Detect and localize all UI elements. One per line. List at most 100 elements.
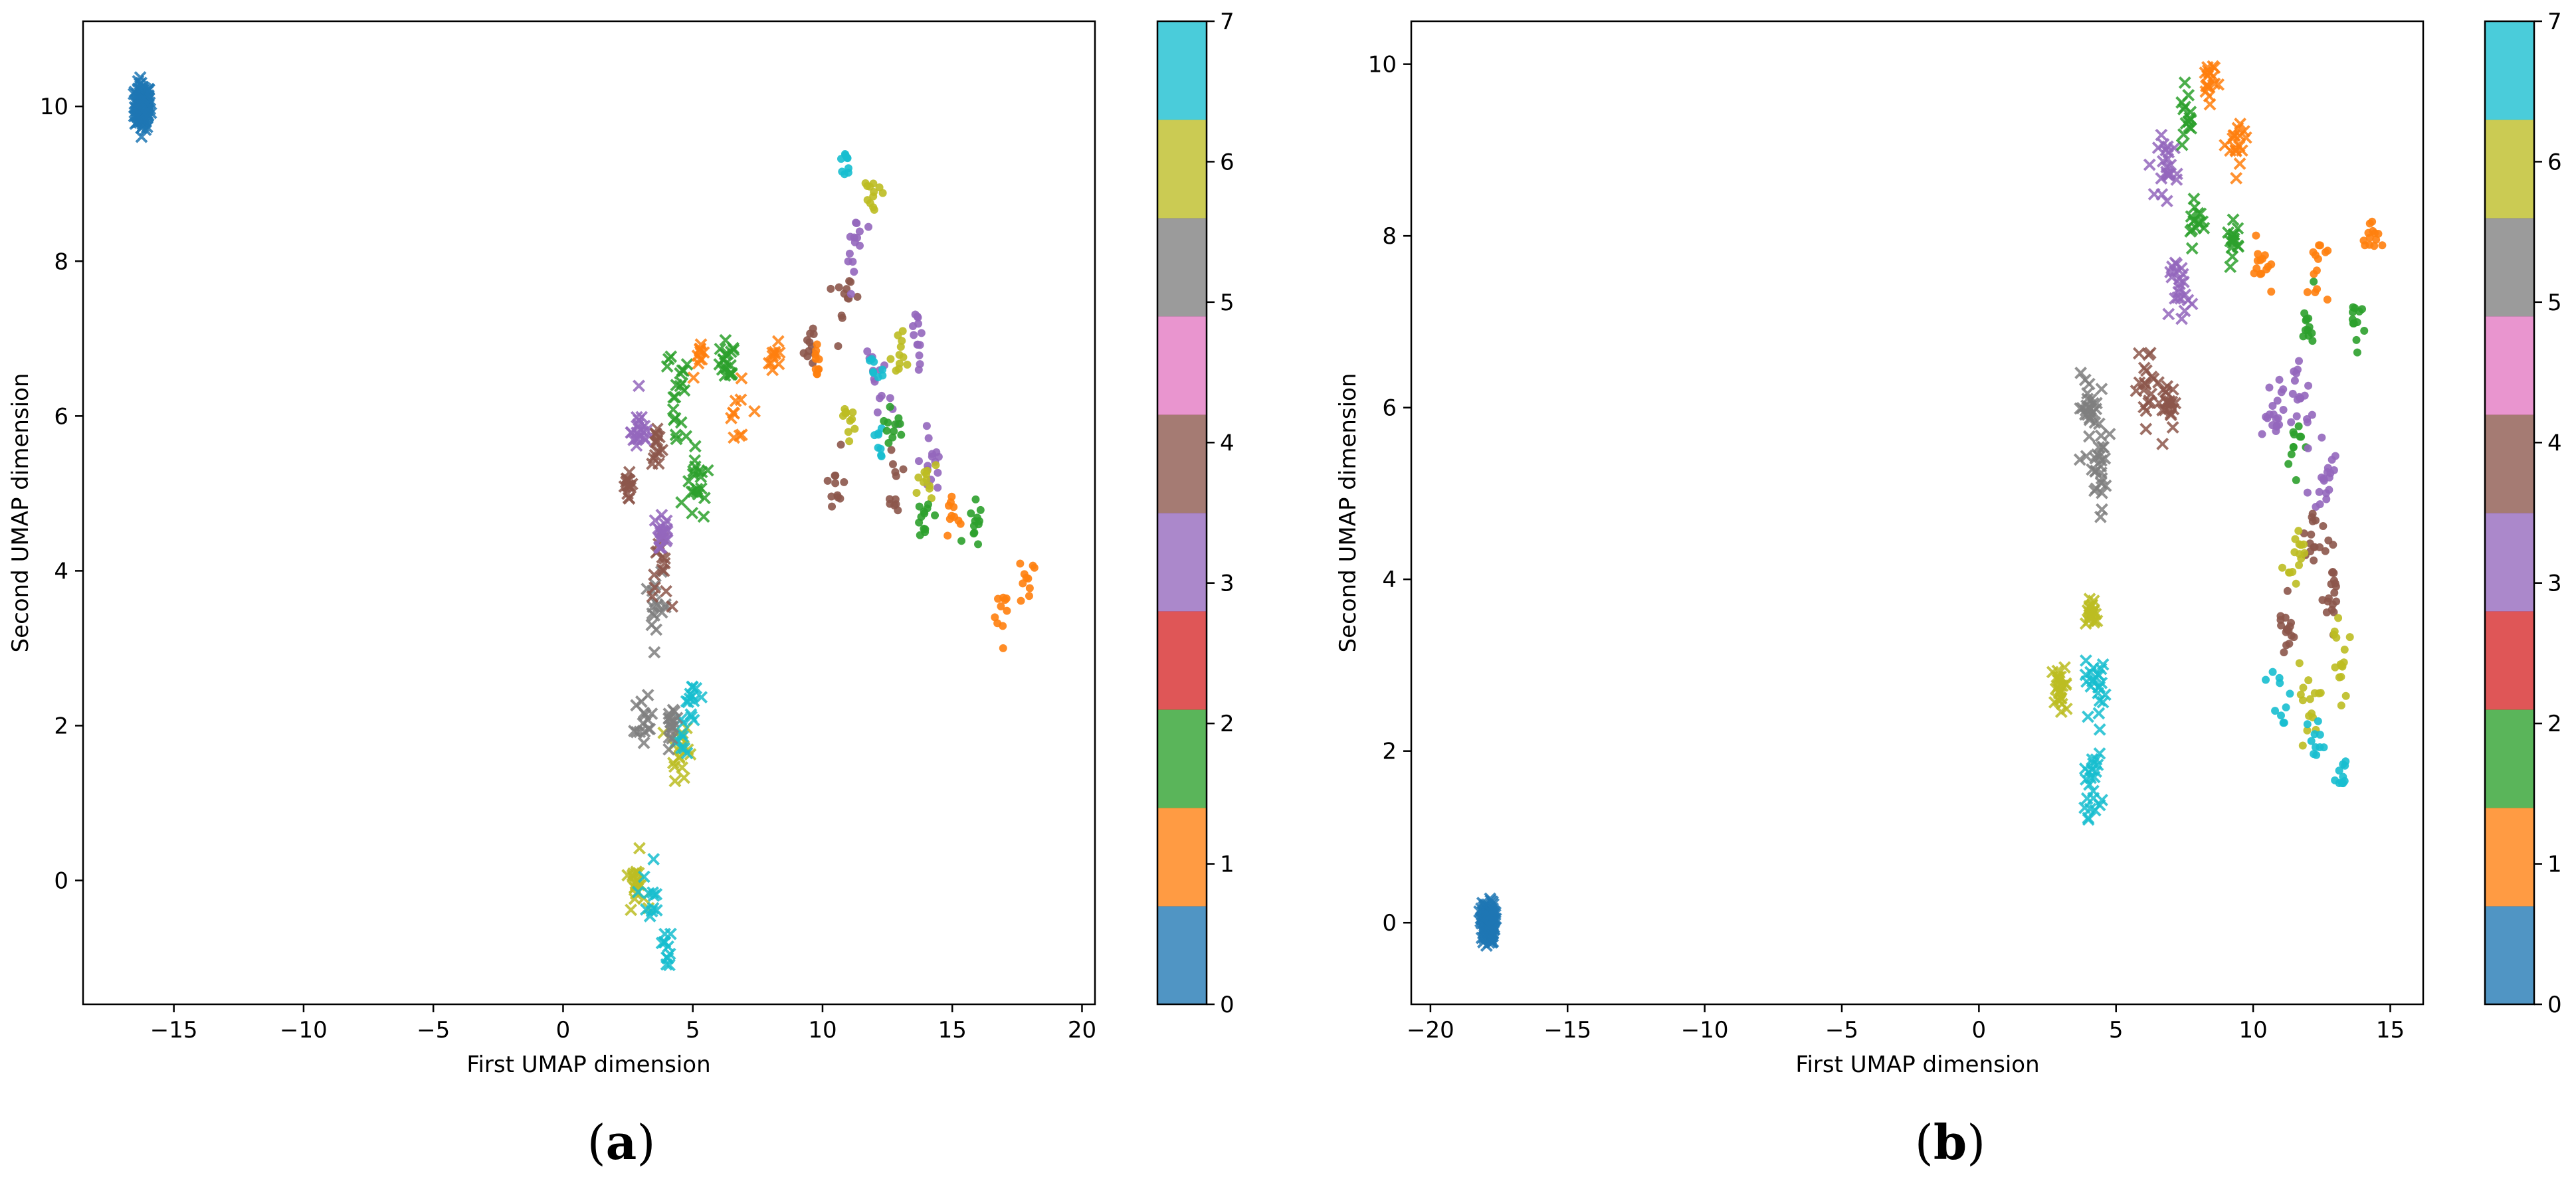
data-point-dot	[2310, 278, 2318, 286]
cross-stroke	[2142, 348, 2155, 361]
data-point-dot	[2321, 547, 2329, 555]
cross-stroke	[2073, 453, 2086, 466]
cross-stroke	[647, 853, 660, 865]
data-point-cross	[2088, 804, 2102, 817]
cross-stroke	[650, 623, 663, 636]
data-point-cross	[734, 393, 747, 407]
data-point-dot	[999, 644, 1007, 652]
data-point-dot	[844, 428, 852, 436]
data-point-dot	[846, 232, 854, 241]
cross-stroke	[2197, 222, 2211, 234]
data-point-cross	[653, 533, 666, 546]
cross-stroke	[686, 507, 699, 519]
cross-stroke	[691, 349, 704, 363]
x-axis-label-b: First UMAP dimension	[1795, 1051, 2039, 1078]
data-point-cross	[2083, 610, 2096, 624]
data-point-cross	[2145, 370, 2158, 383]
cross-stroke	[2074, 367, 2088, 379]
cross-stroke	[662, 743, 676, 756]
x-tick-label: 15	[938, 1017, 967, 1043]
cross-stroke	[683, 692, 696, 705]
data-point-dot	[880, 416, 888, 425]
x-tick-label: 15	[2376, 1017, 2405, 1043]
y-axis-label-a: Second UMAP dimension	[7, 373, 34, 653]
data-point-cross	[668, 760, 681, 773]
cross-stroke	[637, 737, 650, 749]
y-tick-label: 8	[54, 248, 68, 275]
data-point-dot	[1002, 594, 1011, 603]
data-point-dot	[2310, 270, 2318, 278]
data-point-cross	[2227, 213, 2240, 226]
cross-stroke	[2048, 695, 2061, 709]
plot-frame-b	[1410, 20, 2425, 1006]
cross-stroke	[2092, 707, 2106, 720]
data-point-cross	[694, 338, 708, 351]
cross-stroke	[2232, 240, 2245, 253]
cross-stroke	[653, 533, 666, 546]
data-point-dot	[914, 457, 923, 466]
cross-stroke	[2226, 250, 2239, 263]
data-point-dot	[846, 278, 855, 286]
cross-stroke	[2060, 702, 2073, 715]
data-point-cross	[631, 885, 644, 899]
data-point-dot	[885, 495, 894, 503]
cross-stroke	[2185, 298, 2199, 311]
data-point-dot	[2324, 246, 2332, 255]
cross-stroke	[2185, 242, 2199, 255]
cross-stroke	[2094, 429, 2108, 442]
cross-stroke	[2169, 292, 2181, 305]
data-point-cross	[1482, 921, 1495, 934]
cross-stroke	[773, 346, 786, 359]
data-point-dot	[925, 484, 934, 493]
data-point-dot	[2337, 672, 2345, 681]
cross-stroke	[2168, 141, 2181, 155]
data-point-dot	[897, 430, 906, 439]
data-point-cross	[2230, 171, 2243, 185]
data-point-dot	[2319, 521, 2328, 530]
data-point-dot	[912, 489, 921, 498]
cross-stroke	[748, 405, 761, 418]
cross-stroke	[2096, 503, 2108, 516]
data-point-dot	[2304, 676, 2313, 685]
data-point-cross	[2079, 668, 2092, 681]
data-point-dot	[2323, 468, 2331, 476]
data-point-cross	[726, 367, 738, 380]
data-point-cross	[2086, 753, 2099, 766]
data-point-cross	[2199, 85, 2213, 98]
data-point-cross	[641, 689, 654, 701]
data-point-cross	[647, 889, 660, 902]
cross-stroke	[2088, 804, 2102, 817]
y-ticks-b: 0 2 4 6 8 10	[1368, 52, 1411, 937]
x-tick-label: 5	[2109, 1017, 2124, 1043]
data-point-cross	[766, 363, 779, 377]
data-point-cross	[2226, 250, 2239, 263]
data-point-dot	[2303, 288, 2312, 296]
cross-stroke	[670, 711, 684, 725]
colorbar-tick-label: 2	[2547, 711, 2562, 737]
data-point-dot	[837, 440, 845, 449]
data-point-cross	[646, 457, 659, 470]
data-point-dot	[2334, 614, 2343, 622]
cross-stroke	[2207, 60, 2220, 73]
data-point-cross	[2185, 298, 2199, 311]
panel-letter-a: a	[606, 1114, 637, 1170]
data-point-dot	[1016, 559, 1025, 568]
data-point-cross	[138, 92, 151, 105]
cross-stroke	[633, 842, 646, 855]
cross-stroke	[2095, 383, 2108, 396]
cross-stroke	[2234, 118, 2246, 130]
data-point-cross	[680, 430, 693, 443]
data-point-cross	[2093, 694, 2106, 707]
colorbar-segment	[2485, 21, 2534, 120]
data-point-cross	[2224, 234, 2237, 248]
data-point-dot	[2316, 689, 2325, 697]
data-point-cross	[633, 379, 645, 393]
colorbar-frame	[1156, 20, 1208, 1006]
data-point-cross	[2093, 723, 2106, 736]
colorbar-segment	[1157, 316, 1207, 415]
data-point-dot	[2318, 433, 2326, 442]
data-point-dot	[2360, 326, 2369, 335]
cross-stroke	[2080, 450, 2093, 463]
data-point-dot	[921, 525, 930, 533]
colorbar-tick-label: 1	[1220, 852, 1235, 878]
